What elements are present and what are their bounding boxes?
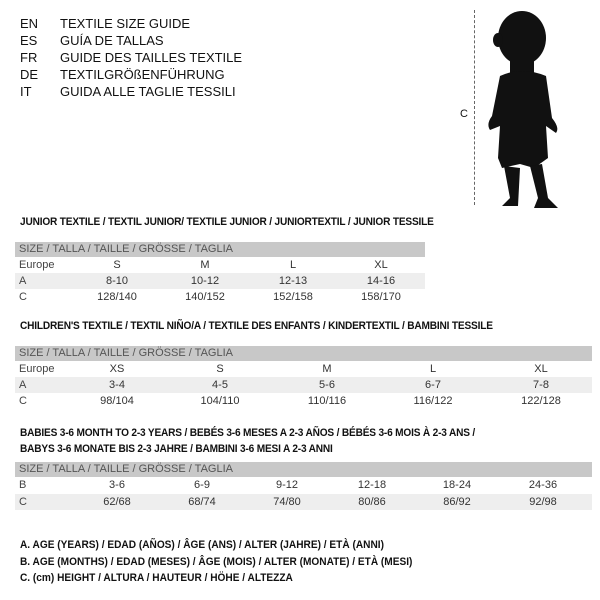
table-cell: S xyxy=(113,259,121,271)
size-header: SIZE / TALLA / TAILLE / GRÖSSE / TAGLIA xyxy=(15,346,592,361)
language-code: EN xyxy=(20,16,39,31)
table-cell: 8-10 xyxy=(105,275,129,287)
row-label: A xyxy=(19,275,27,287)
table-cell: 62/68 xyxy=(103,496,131,508)
row-label: C xyxy=(19,395,27,407)
language-title: DE TEXTILGRÖßENFÜHRUNG xyxy=(20,67,225,82)
language-code: FR xyxy=(20,50,38,65)
babies-title-line1: BABIES 3-6 MONTH TO 2-3 YEARS / BEBÉS 3-… xyxy=(20,427,476,439)
junior-size-table: SIZE / TALLA / TAILLE / GRÖSSE / TAGLIA E… xyxy=(15,242,425,305)
table-cell: 6-7 xyxy=(425,379,441,391)
table-row: B 3-6 6-9 9-12 12-18 18-24 24-36 xyxy=(15,477,592,494)
table-cell: 140/152 xyxy=(185,291,225,303)
table-cell: 122/128 xyxy=(521,395,561,407)
table-cell: 86/92 xyxy=(443,496,471,508)
language-text: TEXTILGRÖßENFÜHRUNG xyxy=(60,67,225,82)
table-cell: 18-24 xyxy=(442,479,472,491)
height-line xyxy=(474,10,475,205)
table-cell: 128/140 xyxy=(97,291,137,303)
language-title: ES GUÍA DE TALLAS xyxy=(20,33,164,48)
language-code: DE xyxy=(20,67,39,82)
table-cell: L xyxy=(289,259,297,271)
row-label: Europe xyxy=(19,363,55,375)
row-label: B xyxy=(19,479,27,491)
table-cell: S xyxy=(216,363,224,375)
language-text: GUÍA DE TALLAS xyxy=(60,33,164,48)
language-title: IT GUIDA ALLE TAGLIE TESSILI xyxy=(20,84,236,99)
table-cell: 3-6 xyxy=(109,479,125,491)
table-cell: 5-6 xyxy=(319,379,335,391)
babies-title-line2: BABYS 3-6 MONATE BIS 2-3 JAHRE / BAMBINI… xyxy=(20,443,333,455)
table-cell: 158/170 xyxy=(361,291,401,303)
language-text: GUIDE DES TAILLES TEXTILE xyxy=(60,50,243,65)
table-cell: 92/98 xyxy=(529,496,557,508)
table-cell: 12-18 xyxy=(357,479,387,491)
row-label: C xyxy=(19,291,27,303)
size-header: SIZE / TALLA / TAILLE / GRÖSSE / TAGLIA xyxy=(15,462,592,477)
table-row: C 128/140 140/152 152/158 158/170 xyxy=(15,289,425,305)
table-cell: 6-9 xyxy=(194,479,210,491)
table-cell: 7-8 xyxy=(533,379,549,391)
language-code: IT xyxy=(20,84,32,99)
table-cell: 9-12 xyxy=(275,479,299,491)
table-cell: 68/74 xyxy=(188,496,216,508)
table-cell: 80/86 xyxy=(358,496,386,508)
children-size-table: SIZE / TALLA / TAILLE / GRÖSSE / TAGLIA E… xyxy=(15,346,592,409)
table-row: Europe S M L XL xyxy=(15,257,425,273)
table-cell: 24-36 xyxy=(528,479,558,491)
table-cell: 10-12 xyxy=(190,275,220,287)
babies-size-table: SIZE / TALLA / TAILLE / GRÖSSE / TAGLIA B… xyxy=(15,462,592,510)
table-cell: M xyxy=(200,259,210,271)
table-cell: 98/104 xyxy=(100,395,134,407)
table-cell: M xyxy=(322,363,332,375)
language-title: EN TEXTILE SIZE GUIDE xyxy=(20,16,190,31)
table-cell: 14-16 xyxy=(366,275,396,287)
table-row: A 8-10 10-12 12-13 14-16 xyxy=(15,273,425,289)
size-header: SIZE / TALLA / TAILLE / GRÖSSE / TAGLIA xyxy=(15,242,425,257)
language-title: FR GUIDE DES TAILLES TEXTILE xyxy=(20,50,242,65)
table-row: C 62/68 68/74 74/80 80/86 86/92 92/98 xyxy=(15,494,592,510)
legend-b: B. AGE (MONTHS) / EDAD (MESES) / ÂGE (MO… xyxy=(20,556,413,568)
language-text: TEXTILE SIZE GUIDE xyxy=(60,16,191,31)
table-cell: L xyxy=(429,363,437,375)
table-cell: XL xyxy=(534,363,548,375)
row-label: Europe xyxy=(19,259,55,271)
table-row: A 3-4 4-5 5-6 6-7 7-8 xyxy=(15,377,592,393)
row-label: A xyxy=(19,379,27,391)
table-cell: 110/116 xyxy=(307,395,347,407)
table-cell: 104/110 xyxy=(200,395,240,407)
table-row: C 98/104 104/110 110/116 116/122 122/128 xyxy=(15,393,592,409)
table-cell: 116/122 xyxy=(413,395,453,407)
table-row: Europe XS S M L XL xyxy=(15,361,592,377)
table-cell: XS xyxy=(109,363,125,375)
table-cell: 3-4 xyxy=(109,379,125,391)
table-cell: XL xyxy=(374,259,388,271)
junior-title: JUNIOR TEXTILE / TEXTIL JUNIOR/ TEXTILE … xyxy=(20,216,434,228)
table-cell: 12-13 xyxy=(278,275,308,287)
table-cell: 4-5 xyxy=(212,379,228,391)
table-cell: 152/158 xyxy=(273,291,313,303)
child-silhouette-icon xyxy=(488,11,558,208)
table-cell: 74/80 xyxy=(273,496,301,508)
language-text: GUIDA ALLE TAGLIE TESSILI xyxy=(60,84,236,99)
legend-c: C. (cm) HEIGHT / ALTURA / HAUTEUR / HÖHE… xyxy=(20,572,293,584)
row-label: C xyxy=(19,496,27,508)
height-label: C xyxy=(460,108,468,120)
legend-a: A. AGE (YEARS) / EDAD (AÑOS) / ÂGE (ANS)… xyxy=(20,539,384,551)
language-code: ES xyxy=(20,33,38,48)
children-title: CHILDREN'S TEXTILE / TEXTIL NIÑO/A / TEX… xyxy=(20,320,493,332)
